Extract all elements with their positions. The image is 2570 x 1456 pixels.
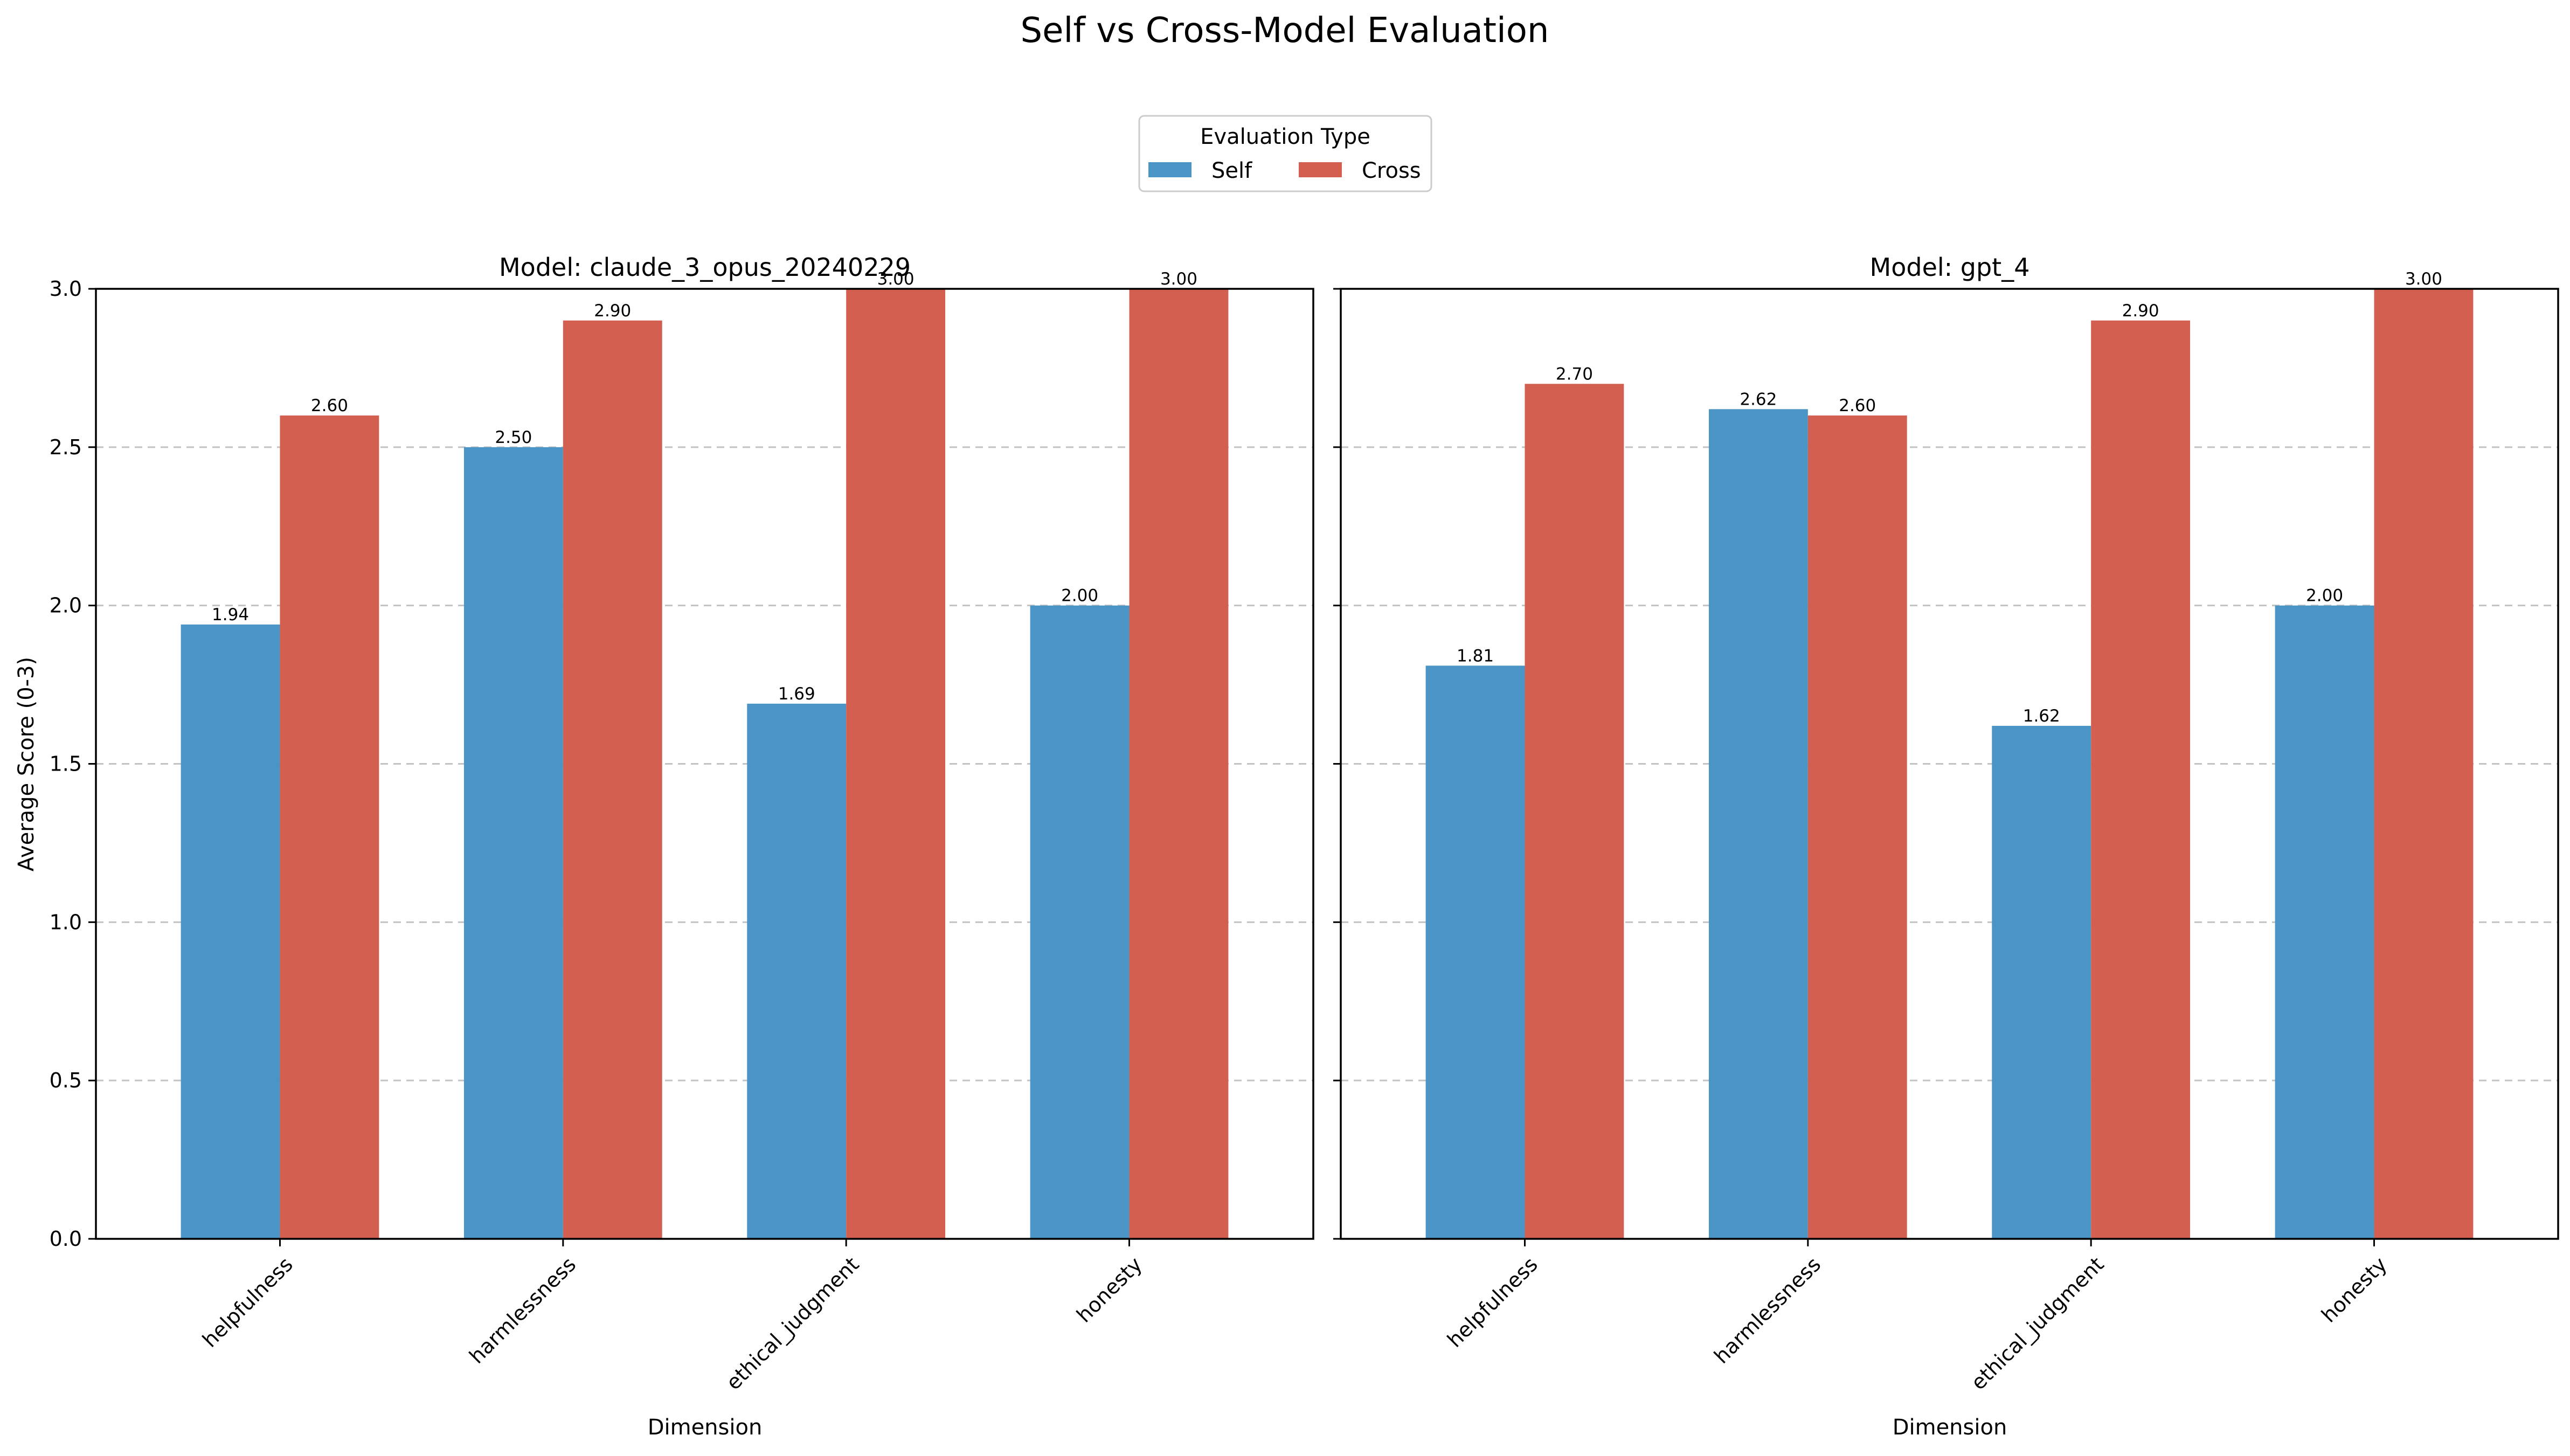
bars	[1425, 289, 2474, 1239]
bar-cross-helpfulness	[1525, 384, 1624, 1239]
bar-self-harmlessness	[1708, 409, 1808, 1239]
figure-title: Self vs Cross-Model Evaluation	[1021, 11, 1549, 51]
bar-self-ethical-judgment	[747, 703, 847, 1239]
bar-self-honesty	[1030, 605, 1130, 1239]
bar-cross-honesty	[1129, 289, 1229, 1239]
panel-title: Model: claude_3_opus_20240229	[499, 253, 911, 282]
legend-label-cross: Cross	[1362, 158, 1421, 183]
x-tick-label-helpfulness: helpfulness	[1443, 1252, 1542, 1352]
bar-self-helpfulness	[1425, 665, 1525, 1239]
y-axis-ticks	[1333, 288, 1341, 1240]
x-axis-ticks: helpfulness harmlessness ethical_judgment h…	[198, 1239, 1147, 1395]
x-axis-ticks: helpfulness harmlessness ethical_judgment h…	[1443, 1239, 2392, 1395]
plot-frame	[95, 288, 1314, 1240]
value-label-cross-helpfulness: 2.60	[311, 396, 348, 415]
y-tick-label: 0.0	[50, 1227, 82, 1251]
x-tick-label-honesty: honesty	[1072, 1252, 1147, 1327]
y-axis-ticks: 0.0 0.5 1.0 1.5 2.0 2.5 3.0	[50, 277, 96, 1251]
y-tick-label: 1.5	[50, 752, 82, 776]
value-labels: 1.94 2.60 2.50 2.90 1.69 3.00 2.00 3.00	[212, 269, 1197, 704]
x-tick-label-harmlessness: harmlessness	[465, 1252, 580, 1368]
y-axis-label: Average Score (0-3)	[14, 657, 39, 871]
bar-cross-honesty	[2374, 289, 2474, 1239]
y-tick-label: 0.5	[50, 1069, 82, 1092]
x-tick-label-harmlessness: harmlessness	[1709, 1252, 1825, 1368]
y-tick-label: 2.5	[50, 435, 82, 459]
x-tick-label-ethical-judgment: ethical_judgment	[1966, 1252, 2109, 1395]
y-tick-label: 3.0	[50, 277, 82, 301]
x-tick-label-helpfulness: helpfulness	[198, 1252, 297, 1352]
legend: Evaluation Type Self Cross	[1138, 115, 1432, 192]
value-label-self-honesty: 2.00	[2306, 586, 2343, 606]
value-label-cross-honesty: 3.00	[1160, 269, 1197, 289]
x-axis-label: Dimension	[648, 1415, 763, 1440]
value-label-cross-harmlessness: 2.60	[1839, 396, 1876, 415]
value-label-self-ethical-judgment: 1.62	[2023, 706, 2060, 726]
x-axis-label: Dimension	[1893, 1415, 2007, 1440]
x-tick-label-honesty: honesty	[2317, 1252, 2392, 1327]
value-label-cross-ethical-judgment: 3.00	[877, 269, 915, 289]
value-label-self-honesty: 2.00	[1061, 586, 1098, 606]
bar-cross-helpfulness	[280, 415, 379, 1239]
bars	[181, 289, 1229, 1239]
plot-frame	[1340, 288, 2559, 1240]
bar-cross-harmlessness	[1807, 415, 1907, 1239]
value-label-cross-helpfulness: 2.70	[1556, 364, 1593, 384]
bar-self-honesty	[2275, 605, 2374, 1239]
value-label-self-helpfulness: 1.81	[1457, 646, 1494, 665]
panel-title: Model: gpt_4	[1870, 253, 2030, 282]
value-label-self-helpfulness: 1.94	[212, 605, 249, 625]
panel-claude: Model: claude_3_opus_20240229 1.94 2.60 2.…	[14, 253, 1314, 1440]
value-label-cross-ethical-judgment: 2.90	[2122, 301, 2159, 321]
bar-self-helpfulness	[181, 624, 280, 1239]
panel-gpt4: Model: gpt_4 1.81 2.70 2.62 2.60 1.62 2.90 2.0…	[1333, 253, 2559, 1440]
value-label-self-harmlessness: 2.62	[1740, 390, 1777, 409]
y-tick-label: 2.0	[50, 594, 82, 618]
value-label-self-ethical-judgment: 1.69	[778, 684, 815, 704]
bar-self-ethical-judgment	[1992, 725, 2091, 1239]
x-tick-label-ethical-judgment: ethical_judgment	[722, 1252, 864, 1395]
legend-box	[1138, 115, 1432, 192]
legend-swatch-cross	[1299, 162, 1342, 177]
value-label-self-harmlessness: 2.50	[495, 428, 532, 447]
legend-title: Evaluation Type	[1200, 124, 1370, 149]
value-labels: 1.81 2.70 2.62 2.60 1.62 2.90 2.00 3.00	[1457, 269, 2442, 726]
legend-label-self: Self	[1211, 158, 1252, 183]
bar-self-harmlessness	[463, 447, 563, 1239]
legend-swatch-self	[1148, 162, 1192, 177]
y-tick-label: 1.0	[50, 910, 82, 934]
value-label-cross-honesty: 3.00	[2405, 269, 2442, 289]
bar-cross-ethical-judgment	[2091, 320, 2191, 1239]
bar-cross-harmlessness	[563, 320, 662, 1239]
value-label-cross-harmlessness: 2.90	[594, 301, 631, 321]
bar-cross-ethical-judgment	[846, 289, 946, 1239]
